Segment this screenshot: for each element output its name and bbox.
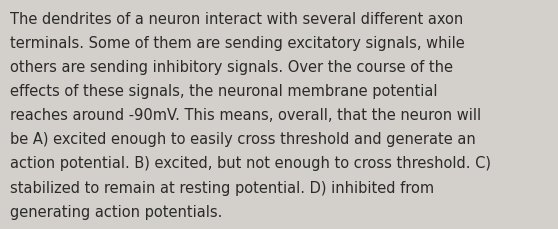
Text: The dendrites of a neuron interact with several different axon: The dendrites of a neuron interact with … (10, 11, 463, 26)
Text: terminals. Some of them are sending excitatory signals, while: terminals. Some of them are sending exci… (10, 35, 465, 50)
Text: others are sending inhibitory signals. Over the course of the: others are sending inhibitory signals. O… (10, 60, 453, 74)
Text: generating action potentials.: generating action potentials. (10, 204, 223, 219)
Text: stabilized to remain at resting potential. D) inhibited from: stabilized to remain at resting potentia… (10, 180, 434, 195)
Text: reaches around -90mV. This means, overall, that the neuron will: reaches around -90mV. This means, overal… (10, 108, 481, 123)
Text: effects of these signals, the neuronal membrane potential: effects of these signals, the neuronal m… (10, 84, 437, 98)
Text: action potential. B) excited, but not enough to cross threshold. C): action potential. B) excited, but not en… (10, 156, 491, 171)
Text: be A) excited enough to easily cross threshold and generate an: be A) excited enough to easily cross thr… (10, 132, 476, 147)
